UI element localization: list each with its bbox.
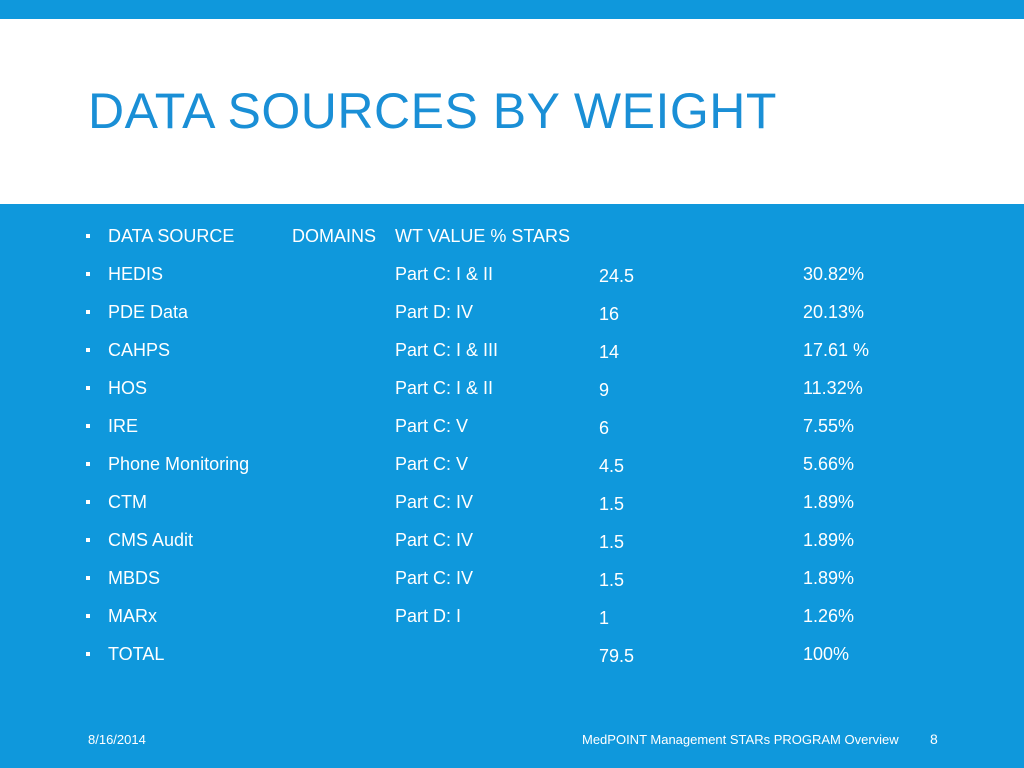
row-percent: 7.55% — [803, 416, 855, 436]
bullet-icon — [86, 652, 90, 656]
row-percent: 17.61 % — [803, 340, 870, 360]
table-row: Phone Monitoring Part C: V 4.5 5.66% — [0, 454, 1024, 484]
row-weight: 14 — [599, 342, 620, 362]
header-data-source: DATA SOURCE — [108, 226, 235, 246]
row-domain: Part C: I & II — [395, 264, 494, 284]
row-percent: 1.89% — [803, 568, 855, 588]
header-wt-value: WT VALUE % STARS — [395, 226, 571, 246]
row-source: IRE — [108, 416, 139, 436]
row-source: HEDIS — [108, 264, 164, 284]
bullet-icon — [86, 576, 90, 580]
table-row: PDE Data Part D: IV 16 20.13% — [0, 302, 1024, 332]
row-percent: 5.66% — [803, 454, 855, 474]
row-weight: 79.5 — [599, 646, 635, 666]
header-domains: DOMAINS — [292, 226, 377, 246]
row-weight: 16 — [599, 304, 620, 324]
table-row: CMS Audit Part C: IV 1.5 1.89% — [0, 530, 1024, 560]
bullet-icon — [86, 386, 90, 390]
row-weight: 6 — [599, 418, 610, 438]
table-row: CAHPS Part C: I & III 14 17.61 % — [0, 340, 1024, 370]
row-weight: 4.5 — [599, 456, 625, 476]
row-percent: 100% — [803, 644, 850, 664]
row-percent: 30.82% — [803, 264, 865, 284]
title-area — [0, 19, 1024, 204]
row-percent: 1.89% — [803, 530, 855, 550]
footer-text: MedPOINT Management STARs PROGRAM Overvi… — [582, 732, 899, 747]
row-source: Phone Monitoring — [108, 454, 250, 474]
row-domain: Part C: IV — [395, 530, 474, 550]
row-weight: 1.5 — [599, 494, 625, 514]
bullet-icon — [86, 462, 90, 466]
row-weight: 24.5 — [599, 266, 635, 286]
row-percent: 11.32% — [803, 378, 863, 398]
row-percent: 1.89% — [803, 492, 855, 512]
bullet-icon — [86, 614, 90, 618]
slide-title: DATA SOURCES BY WEIGHT — [88, 83, 777, 139]
bullet-icon — [86, 500, 90, 504]
bullet-icon — [86, 424, 90, 428]
row-source: TOTAL — [108, 644, 165, 664]
row-domain: Part D: I — [395, 606, 462, 626]
bullet-icon — [86, 234, 90, 238]
table-row: MBDS Part C: IV 1.5 1.89% — [0, 568, 1024, 598]
bullet-icon — [86, 272, 90, 276]
row-domain: Part C: IV — [395, 492, 474, 512]
row-source: MBDS — [108, 568, 161, 588]
row-domain: Part D: IV — [395, 302, 474, 322]
bullet-icon — [86, 538, 90, 542]
row-percent: 1.26% — [803, 606, 855, 626]
table-row-total: TOTAL 79.5 100% — [0, 644, 1024, 674]
bullet-icon — [86, 348, 90, 352]
bullet-icon — [86, 310, 90, 314]
row-weight: 1 — [599, 608, 610, 628]
row-weight: 1.5 — [599, 532, 625, 552]
row-source: PDE Data — [108, 302, 189, 322]
table-row: CTM Part C: IV 1.5 1.89% — [0, 492, 1024, 522]
page-number: 8 — [930, 731, 938, 747]
table-row: HOS Part C: I & II 9 11.32% — [0, 378, 1024, 408]
row-domain: Part C: IV — [395, 568, 474, 588]
row-domain: Part C: V — [395, 416, 469, 436]
row-source: MARx — [108, 606, 157, 626]
content-panel: DATA SOURCE DOMAINS WT VALUE % STARS HED… — [0, 204, 1024, 768]
row-source: CTM — [108, 492, 147, 512]
row-domain: Part C: I & III — [395, 340, 499, 360]
header-pct-stars: % STARS — [490, 226, 571, 246]
row-domain: Part C: I & II — [395, 378, 494, 398]
table-row: IRE Part C: V 6 7.55% — [0, 416, 1024, 446]
footer-date: 8/16/2014 — [88, 732, 146, 747]
row-source: CMS Audit — [108, 530, 194, 550]
table-row: HEDIS Part C: I & II 24.5 30.82% — [0, 264, 1024, 294]
table-row: MARx Part D: I 1 1.26% — [0, 606, 1024, 636]
row-weight: 1.5 — [599, 570, 625, 590]
table-header-row: DATA SOURCE DOMAINS WT VALUE % STARS — [0, 226, 1024, 256]
row-weight: 9 — [599, 380, 610, 400]
row-domain: Part C: V — [395, 454, 469, 474]
top-accent-band — [0, 0, 1024, 19]
row-source: CAHPS — [108, 340, 171, 360]
row-source: HOS — [108, 378, 148, 398]
row-percent: 20.13% — [803, 302, 865, 322]
